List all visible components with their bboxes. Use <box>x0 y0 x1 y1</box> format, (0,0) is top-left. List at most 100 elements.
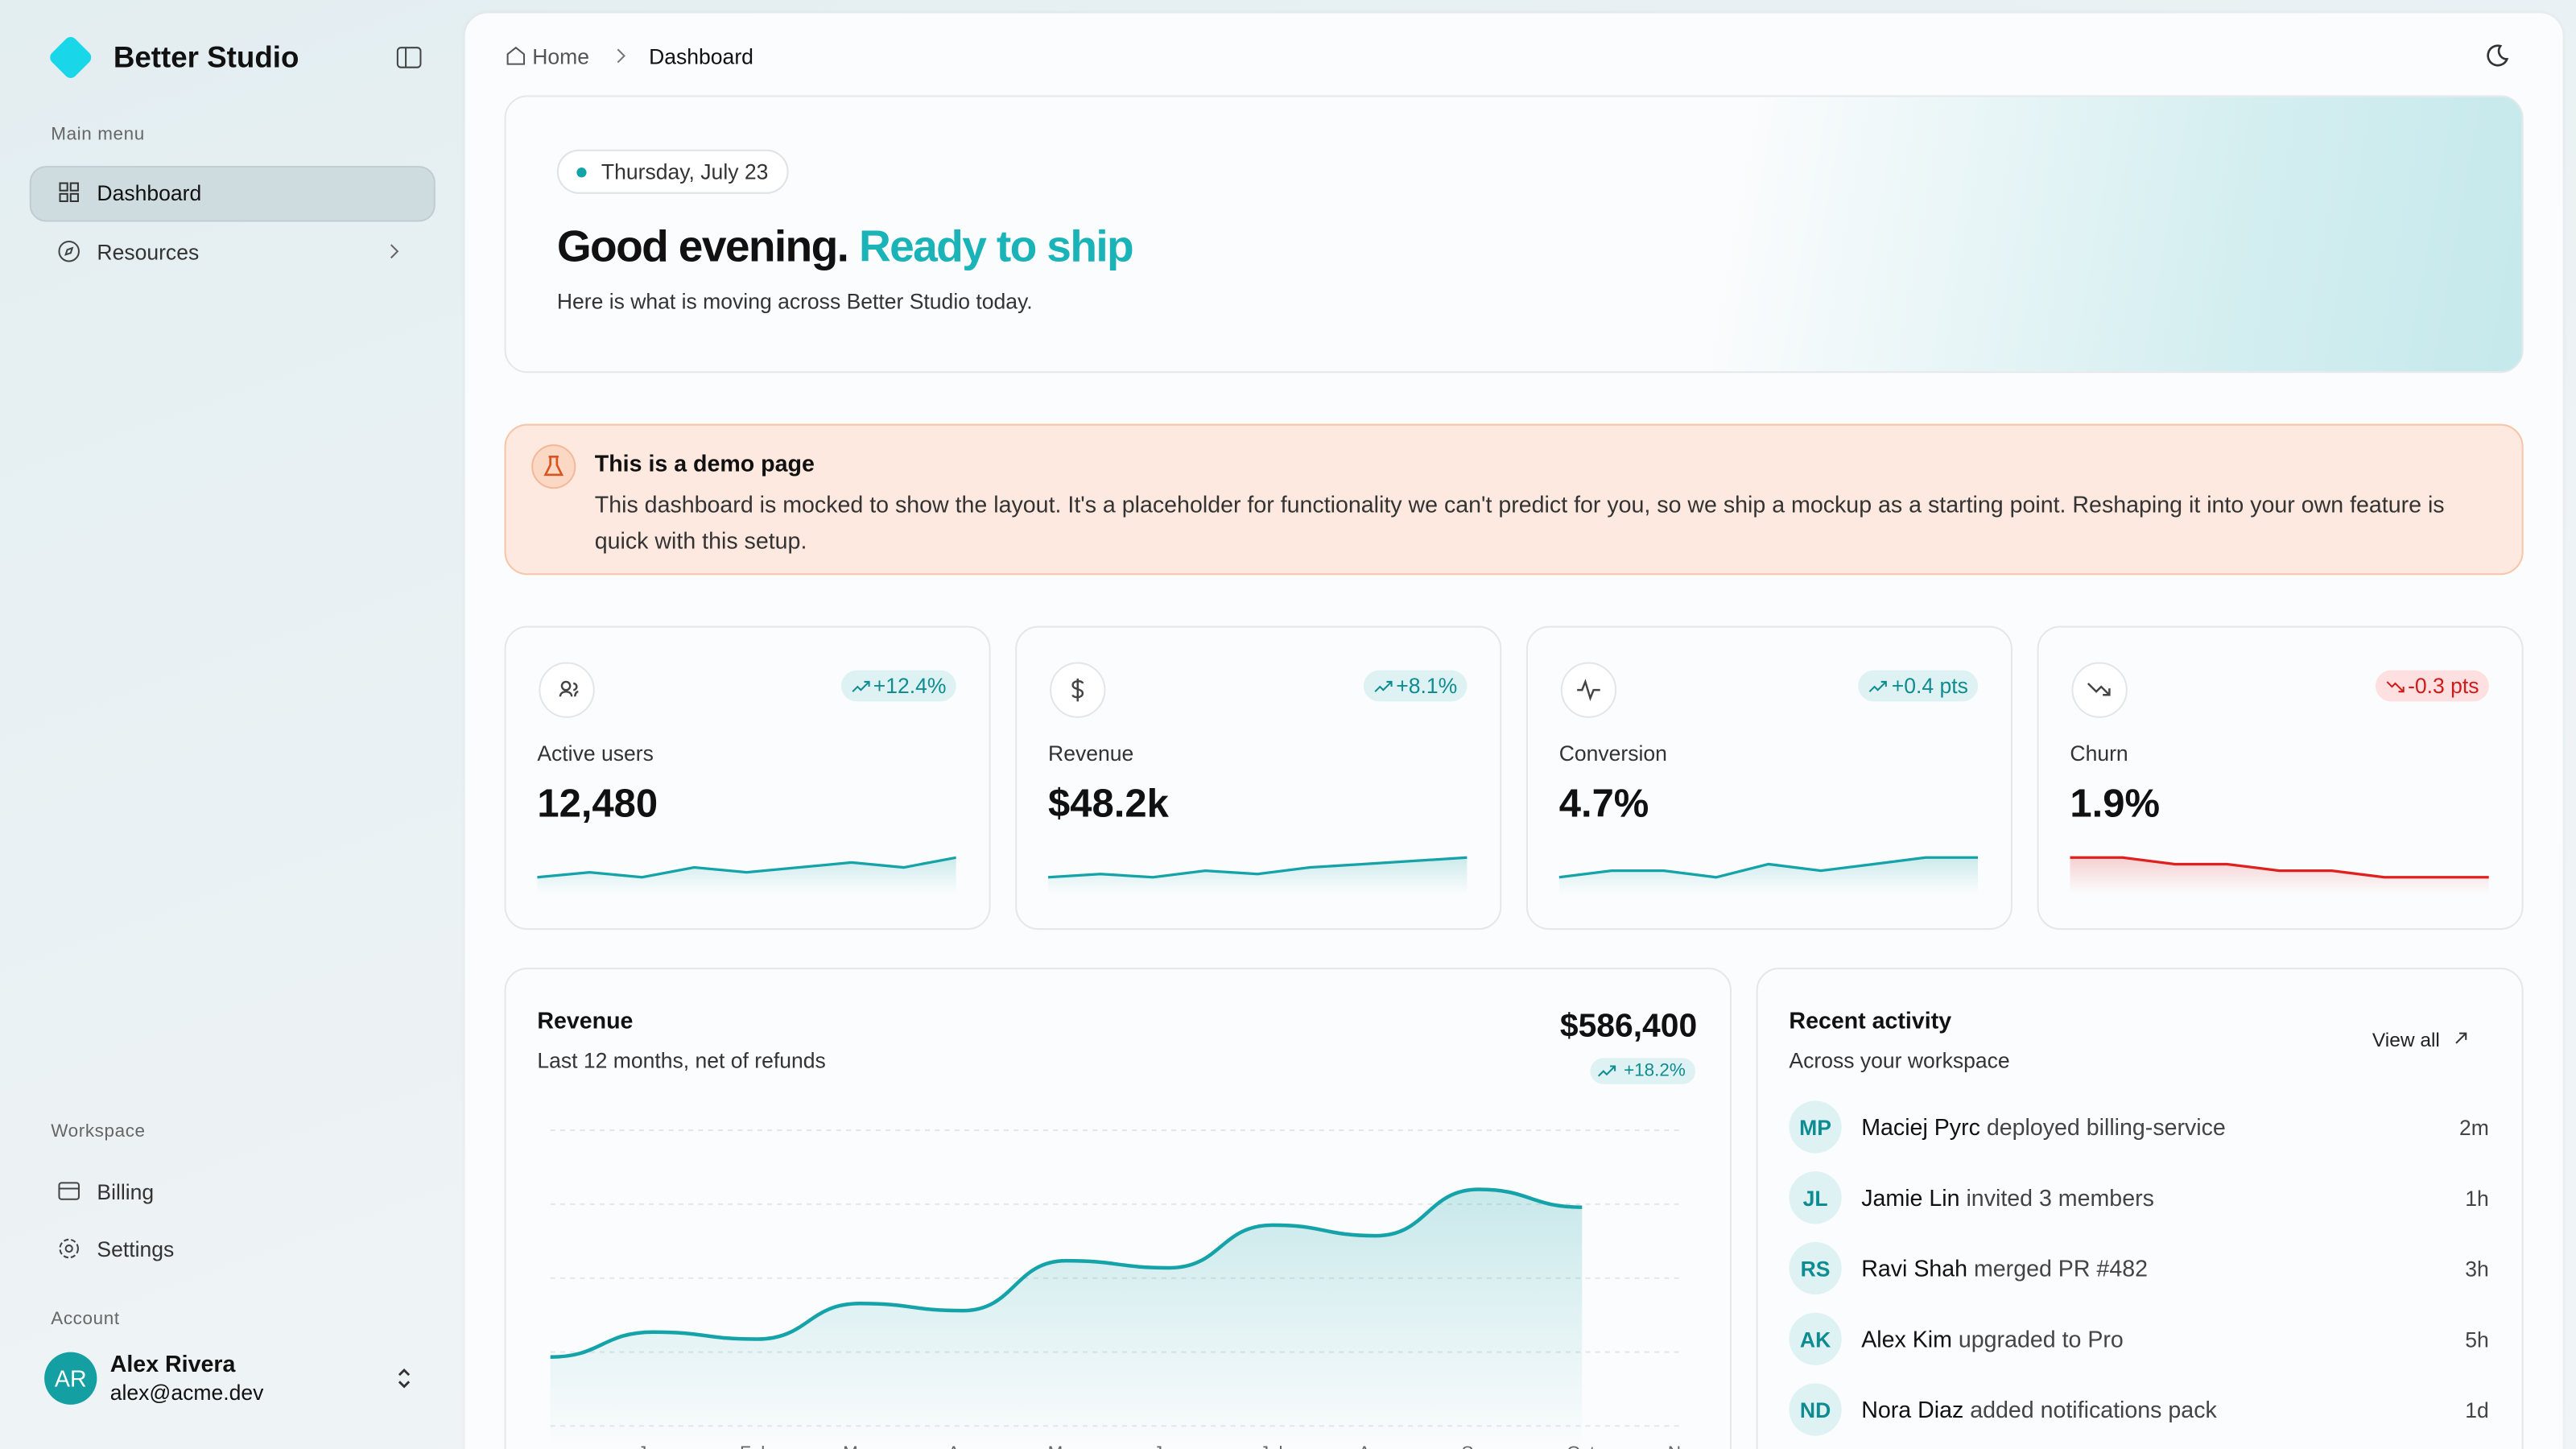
nav-item[interactable]: Billing <box>97 1179 155 1204</box>
x-tick-label: Mar <box>843 1443 874 1449</box>
avatar: AK <box>1789 1312 1842 1365</box>
nav-item[interactable]: Settings <box>97 1236 175 1262</box>
notice-body: This dashboard is mocked to show the lay… <box>594 491 2445 554</box>
icon <box>59 1238 79 1259</box>
x-tick-label: Jun <box>1154 1443 1183 1449</box>
x-tick-label: Jan <box>638 1443 667 1449</box>
kpi-label: Churn <box>2070 741 2128 766</box>
action: invited 3 members <box>1966 1184 2154 1212</box>
greeting-highlight: Ready to ship <box>858 221 1134 271</box>
hero-subtitle: Here is what is moving across Better Stu… <box>556 289 1033 314</box>
notice-icon <box>531 444 576 489</box>
icon <box>58 1182 80 1200</box>
change-pill: -0.3 pts <box>2375 670 2489 702</box>
sparkline <box>1558 856 1979 894</box>
icon <box>59 182 79 203</box>
x-tick-label: Aug <box>1358 1443 1390 1449</box>
kpi-value: 12,480 <box>537 782 658 827</box>
kpi-label: Active users <box>537 741 654 766</box>
sparkline <box>1048 856 1468 894</box>
arrow <box>2385 681 2404 693</box>
actor: Maciej Pyrc <box>1861 1113 1980 1141</box>
notice <box>504 423 2524 576</box>
sparkline-line <box>1048 856 1468 879</box>
action: merged PR #482 <box>1973 1255 2148 1282</box>
arrow <box>1373 680 1393 692</box>
nav-active[interactable] <box>29 166 436 222</box>
kpi-label: Revenue <box>1048 741 1134 766</box>
card-subtitle: Across your workspace <box>1789 1048 2010 1073</box>
actor: Ravi Shah <box>1861 1255 1968 1282</box>
x-tick-label: Oct <box>1567 1443 1596 1449</box>
icon <box>2087 683 2111 696</box>
card-title: Revenue <box>537 1007 634 1034</box>
x-tick-label: Jul <box>1260 1443 1283 1449</box>
kpi-icon <box>1560 662 1617 718</box>
revenue-chart: JanFebMarAprMayJunJulAugSepOctNovDec <box>550 1129 1701 1449</box>
sparkline-area <box>537 857 956 894</box>
notice-title: This is a demo page <box>594 450 815 477</box>
change-pill: +12.4% <box>840 670 956 702</box>
avatar: ND <box>1789 1383 1842 1436</box>
action: deployed billing-service <box>1986 1113 2226 1141</box>
avatar: JL <box>1789 1171 1842 1224</box>
card-title: Recent activity <box>1789 1007 1952 1034</box>
icon <box>1071 678 1084 702</box>
change-pill: +8.1% <box>1363 670 1468 702</box>
chevron <box>390 244 399 259</box>
account-switch[interactable] <box>396 1365 412 1392</box>
avatar: MP <box>1789 1100 1842 1154</box>
sparkline-area <box>1558 857 1979 894</box>
dot <box>576 167 587 178</box>
x-tick-label: Apr <box>947 1443 976 1449</box>
sparkline-area <box>2070 857 2489 894</box>
icon <box>58 240 80 262</box>
sparkline-line <box>1558 856 1979 879</box>
breadcrumb-link[interactable]: Home <box>532 44 590 69</box>
activity-time: 3h <box>2465 1257 2489 1282</box>
nav-item[interactable]: Resources <box>97 239 200 265</box>
avatar: RS <box>1789 1241 1842 1295</box>
theme-toggle[interactable] <box>2484 43 2511 69</box>
action: upgraded to Pro <box>1958 1325 2124 1352</box>
area <box>550 1189 1583 1449</box>
x-tick-label: Nov <box>1668 1443 1701 1449</box>
action: added notifications pack <box>1970 1396 2217 1423</box>
greeting: Good evening. Ready to ship <box>557 221 1134 273</box>
change-pill: +18.2% <box>1591 1058 1696 1084</box>
kpi-icon <box>539 662 595 718</box>
nav-item[interactable]: Dashboard <box>97 180 202 206</box>
activity-text: Alex Kim upgraded to Pro <box>1861 1326 2124 1352</box>
sparkline-line <box>2070 856 2489 879</box>
x-tick-label: Feb <box>740 1443 771 1449</box>
user-name: Alex Rivera <box>109 1350 236 1377</box>
avatar[interactable]: AR <box>44 1352 97 1405</box>
trend-icon <box>2385 681 2404 693</box>
brand: Better Studio <box>113 41 299 74</box>
activity-time: 1h <box>2465 1186 2489 1212</box>
activity-time: 5h <box>2465 1327 2489 1352</box>
trend-icon <box>1597 1065 1616 1077</box>
sparkline-area <box>1048 857 1468 894</box>
change-pill: +0.4 pts <box>1858 670 1979 702</box>
hero <box>504 95 2524 374</box>
trend-icon <box>1373 680 1393 692</box>
date-chip: Thursday, July 23 <box>556 149 788 194</box>
x-tick-label: Sep <box>1462 1443 1494 1449</box>
kpi-icon <box>2071 662 2128 718</box>
line <box>550 1187 1583 1359</box>
kpi-value: 4.7% <box>1558 782 1649 827</box>
sparkline <box>2070 856 2489 894</box>
activity-time: 2m <box>2458 1115 2489 1141</box>
activity-text: Jamie Lin invited 3 members <box>1861 1184 2154 1211</box>
activity-text: Nora Diaz added notifications pack <box>1861 1397 2217 1423</box>
trend-icon <box>1869 680 1888 692</box>
collapse-button[interactable] <box>396 46 423 69</box>
revenue-total: $586,400 <box>1559 1009 1698 1045</box>
view-all[interactable]: View all <box>2372 1028 2440 1052</box>
activity-text: Ravi Shah merged PR #482 <box>1861 1255 2148 1282</box>
actor: Jamie Lin <box>1861 1184 1960 1212</box>
sparkline <box>537 856 956 894</box>
icon-ring <box>2071 662 2128 718</box>
